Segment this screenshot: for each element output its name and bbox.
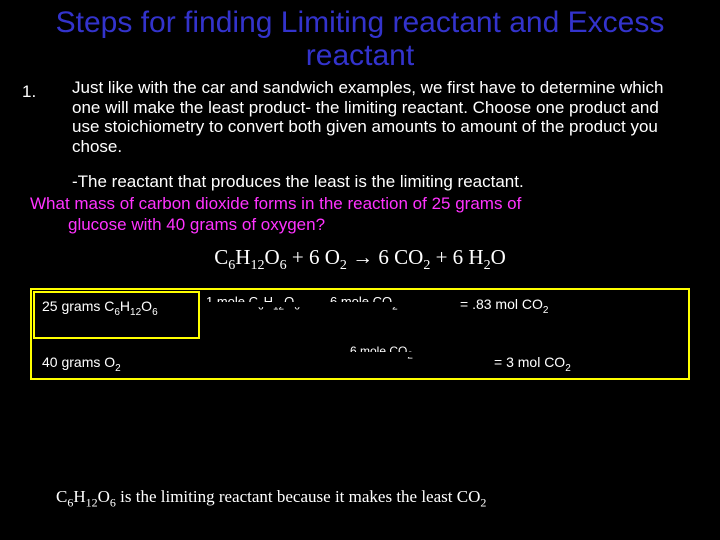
eq-p7: O	[491, 245, 506, 269]
eq-p3: O	[264, 245, 279, 269]
calculation-area: 25 grams C6H12O6 1 mole C6H12O6 6 mole C…	[0, 288, 720, 428]
question-line-2: glucose with 40 grams of oxygen?	[0, 213, 720, 235]
t: H	[73, 487, 85, 506]
strike-1	[206, 302, 316, 307]
t: H	[120, 298, 130, 314]
step-number: 1.	[22, 82, 36, 102]
calc-oxygen-result: = 3 mol CO2	[494, 354, 571, 374]
eq-p2: H	[235, 245, 250, 269]
calc-glucose-given: 25 grams C6H12O6	[42, 298, 158, 318]
conclusion-text: C6H12O6 is the limiting reactant because…	[56, 487, 486, 510]
t: O	[98, 487, 110, 506]
chemical-equation: C6H12O6 + 6 O2 → 6 CO2 + 6 H2O	[0, 235, 720, 274]
step-description: Just like with the car and sandwich exam…	[0, 74, 720, 156]
t: = 3 mol CO	[494, 354, 565, 370]
eq-p4: + 6 O	[287, 245, 340, 269]
eq-p1: C	[214, 245, 228, 269]
slide-title: Steps for finding Limiting reactant and …	[0, 0, 720, 74]
eq-p5: → 6 CO	[347, 245, 423, 269]
calc-glucose-result: = .83 mol CO2	[460, 296, 548, 316]
t: C	[56, 487, 67, 506]
t: O	[141, 298, 152, 314]
t: 25 grams C	[42, 298, 114, 314]
t: = .83 mol CO	[460, 296, 543, 312]
question-line-1: What mass of carbon dioxide forms in the…	[0, 192, 720, 214]
strike-3	[350, 352, 440, 357]
strike-2	[330, 302, 420, 307]
calc-oxygen-given: 40 grams O2	[42, 354, 121, 374]
t: is the limiting reactant because it make…	[116, 487, 480, 506]
eq-p6: + 6 H	[430, 245, 483, 269]
t: 40 grams O	[42, 354, 115, 370]
bullet-note: -The reactant that produces the least is…	[0, 156, 720, 192]
